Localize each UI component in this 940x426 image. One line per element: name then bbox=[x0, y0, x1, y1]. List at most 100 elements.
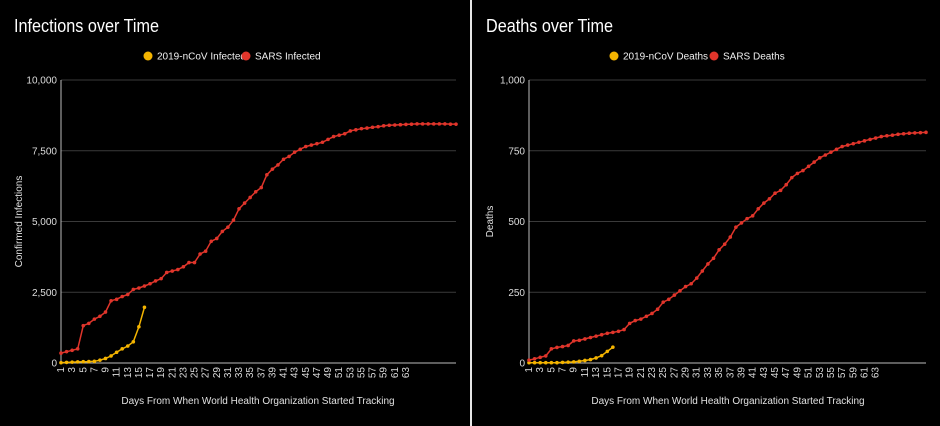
x-tick-label: 5 bbox=[78, 367, 89, 373]
x-tick-label: 53 bbox=[345, 367, 356, 379]
data-point bbox=[907, 131, 912, 136]
x-tick-label: 59 bbox=[848, 367, 859, 379]
data-point bbox=[159, 276, 163, 281]
data-point bbox=[315, 141, 319, 146]
data-point bbox=[666, 297, 671, 302]
y-axis-label: Confirmed Infections bbox=[14, 176, 25, 268]
data-point bbox=[187, 260, 191, 265]
data-point bbox=[711, 256, 716, 261]
data-point bbox=[577, 338, 582, 343]
data-point bbox=[532, 356, 537, 361]
legend-label: SARS Deaths bbox=[723, 52, 785, 63]
x-tick-label: 45 bbox=[301, 367, 312, 379]
x-tick-label: 17 bbox=[613, 367, 624, 379]
data-point bbox=[739, 221, 744, 225]
data-point bbox=[583, 337, 587, 341]
data-point bbox=[896, 132, 900, 137]
data-point bbox=[214, 236, 219, 241]
data-point bbox=[337, 133, 341, 137]
data-point bbox=[103, 310, 108, 314]
x-tick-label: 43 bbox=[290, 367, 301, 379]
legend-marker bbox=[143, 51, 153, 61]
x-tick-label: 51 bbox=[804, 367, 815, 379]
data-point bbox=[75, 347, 80, 351]
series-line bbox=[528, 131, 927, 361]
data-point bbox=[98, 358, 102, 362]
data-point bbox=[694, 276, 699, 280]
deaths-chart-title: Deaths over Time bbox=[486, 16, 613, 36]
data-point bbox=[784, 182, 789, 187]
deaths-chart-panel: Deaths over Time 0 250 500 750 1,000 1 3 5 7 9 11 1… bbox=[472, 0, 940, 426]
x-tick-label: 23 bbox=[178, 367, 189, 379]
x-tick-label: 41 bbox=[748, 367, 759, 379]
x-tick-label: 13 bbox=[591, 367, 602, 379]
data-point bbox=[672, 293, 677, 297]
series-line bbox=[60, 123, 456, 354]
data-point bbox=[644, 314, 649, 319]
data-point bbox=[87, 321, 91, 326]
data-point bbox=[527, 360, 531, 365]
x-tick-label: 33 bbox=[703, 367, 714, 379]
data-point bbox=[342, 131, 347, 136]
infections-chart-title: Infections over Time bbox=[14, 16, 159, 36]
data-point bbox=[270, 167, 275, 171]
data-point bbox=[728, 235, 733, 239]
data-point bbox=[873, 136, 878, 140]
data-point bbox=[588, 335, 593, 340]
data-point bbox=[885, 133, 889, 138]
data-point bbox=[706, 262, 710, 266]
data-point bbox=[81, 323, 86, 328]
data-point bbox=[198, 252, 202, 256]
x-tick-label: 53 bbox=[815, 367, 826, 379]
data-point bbox=[153, 279, 158, 283]
data-point bbox=[812, 160, 816, 164]
data-point bbox=[549, 347, 554, 351]
data-point bbox=[75, 360, 80, 364]
x-tick-label: 51 bbox=[334, 367, 345, 379]
data-point bbox=[862, 139, 867, 143]
data-point bbox=[851, 141, 856, 146]
x-tick-label: 1 bbox=[56, 367, 67, 373]
data-point bbox=[303, 144, 308, 149]
data-point bbox=[64, 360, 69, 365]
x-tick-label: 63 bbox=[401, 367, 412, 379]
data-point bbox=[437, 122, 442, 126]
data-point bbox=[734, 225, 738, 229]
data-point bbox=[560, 360, 565, 365]
data-point bbox=[259, 185, 264, 190]
data-point bbox=[901, 131, 906, 136]
x-tick-label: 37 bbox=[256, 367, 267, 379]
data-point bbox=[248, 195, 252, 200]
data-point bbox=[70, 348, 74, 353]
data-point bbox=[431, 122, 436, 126]
data-point bbox=[298, 147, 303, 152]
data-point bbox=[398, 122, 403, 127]
x-tick-label: 27 bbox=[669, 367, 680, 379]
data-point bbox=[114, 297, 119, 302]
x-tick-label: 19 bbox=[156, 367, 167, 379]
data-point bbox=[543, 354, 548, 358]
y-tick-label: 500 bbox=[508, 217, 525, 228]
data-point bbox=[599, 332, 604, 337]
x-tick-label: 37 bbox=[725, 367, 736, 379]
data-point bbox=[370, 125, 375, 130]
data-point bbox=[549, 360, 554, 365]
data-point bbox=[538, 355, 542, 360]
data-point bbox=[829, 150, 833, 154]
data-point bbox=[192, 260, 197, 265]
data-point bbox=[181, 264, 186, 269]
data-point bbox=[448, 122, 453, 126]
x-tick-label: 35 bbox=[245, 367, 256, 379]
x-tick-label: 1 bbox=[524, 367, 535, 373]
data-point bbox=[170, 269, 175, 273]
data-point bbox=[203, 249, 208, 254]
data-point bbox=[59, 351, 63, 355]
x-tick-label: 49 bbox=[323, 367, 334, 379]
data-point bbox=[566, 360, 570, 364]
x-tick-label: 31 bbox=[223, 367, 234, 379]
data-point bbox=[722, 242, 727, 246]
data-point bbox=[762, 201, 766, 205]
data-point bbox=[387, 123, 392, 128]
data-point bbox=[834, 147, 839, 152]
